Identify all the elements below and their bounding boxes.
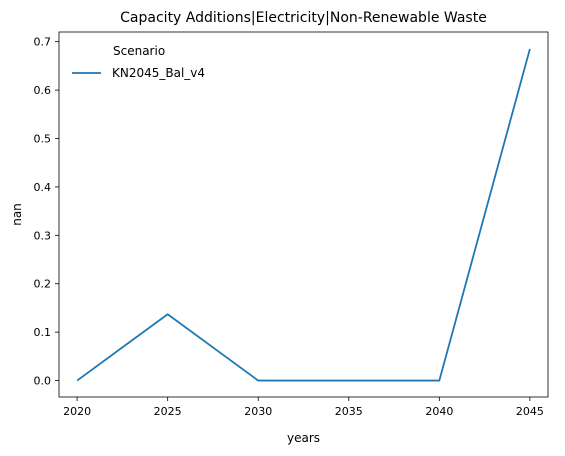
y-tick-label: 0.2 xyxy=(34,278,52,291)
y-tick-label: 0.1 xyxy=(34,326,52,339)
x-tick-label: 2040 xyxy=(425,405,453,418)
legend-title: Scenario xyxy=(113,44,165,58)
y-tick-label: 0.5 xyxy=(34,132,52,145)
y-tick-label: 0.7 xyxy=(34,36,52,49)
y-tick-label: 0.4 xyxy=(34,181,52,194)
y-tick-label: 0.3 xyxy=(34,229,52,242)
legend-items: KN2045_Bal_v4 xyxy=(72,66,205,80)
x-tick-label: 2030 xyxy=(244,405,272,418)
x-tick-label: 2035 xyxy=(335,405,363,418)
y-tick-label: 0.6 xyxy=(34,84,52,97)
legend-label: KN2045_Bal_v4 xyxy=(112,66,205,80)
chart-title: Capacity Additions|Electricity|Non-Renew… xyxy=(120,10,487,26)
x-axis-label: years xyxy=(287,431,320,445)
x-tick-label: 2045 xyxy=(516,405,544,418)
series-layer xyxy=(76,48,531,382)
x-tick-label: 2025 xyxy=(154,405,182,418)
legend: Scenario KN2045_Bal_v4 xyxy=(72,44,205,80)
y-axis: 0.0 0.1 0.2 0.3 0.4 0.5 0.6 0.7 xyxy=(34,36,59,388)
y-tick-label: 0.0 xyxy=(34,375,52,388)
x-axis: 2020 2025 2030 2035 2040 2045 xyxy=(63,397,544,418)
y-axis-label: nan xyxy=(10,203,24,226)
plot-area xyxy=(58,31,549,398)
x-tick-label: 2020 xyxy=(63,405,91,418)
series-line xyxy=(76,48,531,382)
